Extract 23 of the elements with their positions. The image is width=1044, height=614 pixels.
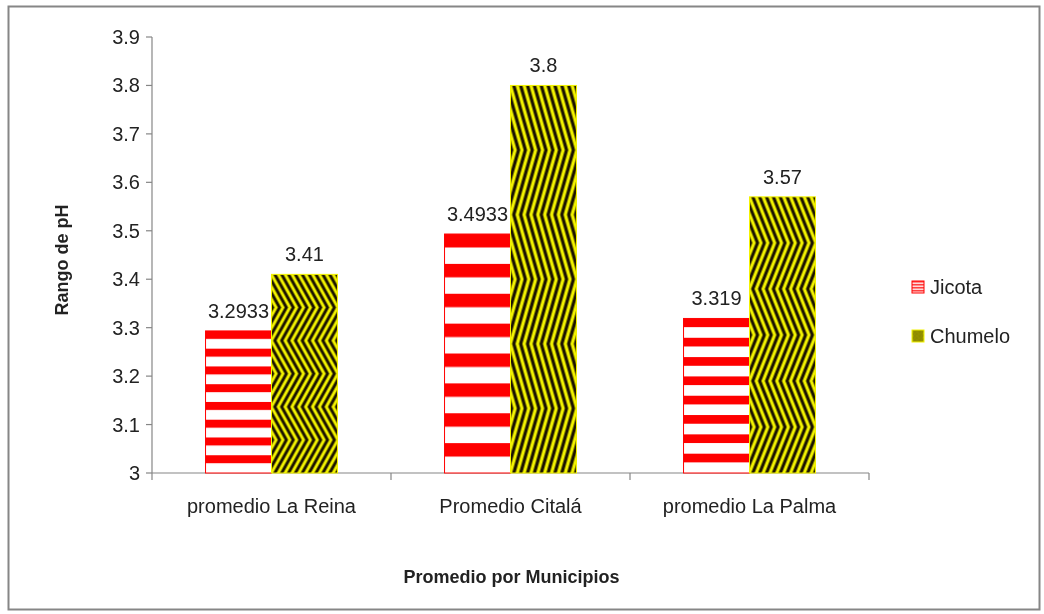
x-tick-label: Promedio Citalá [439, 495, 583, 517]
data-label: 3.319 [691, 287, 742, 310]
y-tick-label: 3.6 [112, 171, 140, 194]
data-label: 3.4933 [446, 203, 509, 226]
y-tick-label: 3.3 [112, 316, 140, 339]
data-label: 3.57 [763, 165, 802, 188]
y-axis-title: Rango de pH [52, 204, 72, 316]
y-tick-label: 3.9 [112, 26, 140, 48]
y-tick-label: 3.1 [112, 413, 140, 436]
x-tick-label: promedio La Reina [187, 495, 357, 517]
y-tick-label: 3 [128, 462, 140, 484]
x-tick-label: promedio La Palma [662, 495, 838, 517]
data-label: 3.2933 [207, 299, 270, 322]
legend-label: Chumelo [930, 325, 1011, 347]
y-tick-label: 3.5 [112, 219, 140, 242]
data-label: 3.41 [285, 243, 324, 266]
legend-label: Jicota [930, 276, 984, 298]
y-tick-label: 3.2 [112, 365, 140, 388]
data-label: 3.8 [529, 54, 558, 77]
y-tick-label: 3.7 [112, 122, 140, 145]
x-axis-title: Promedio por Municipios [403, 567, 620, 587]
y-tick-label: 3.4 [112, 268, 140, 291]
y-tick-label: 3.8 [112, 74, 140, 97]
